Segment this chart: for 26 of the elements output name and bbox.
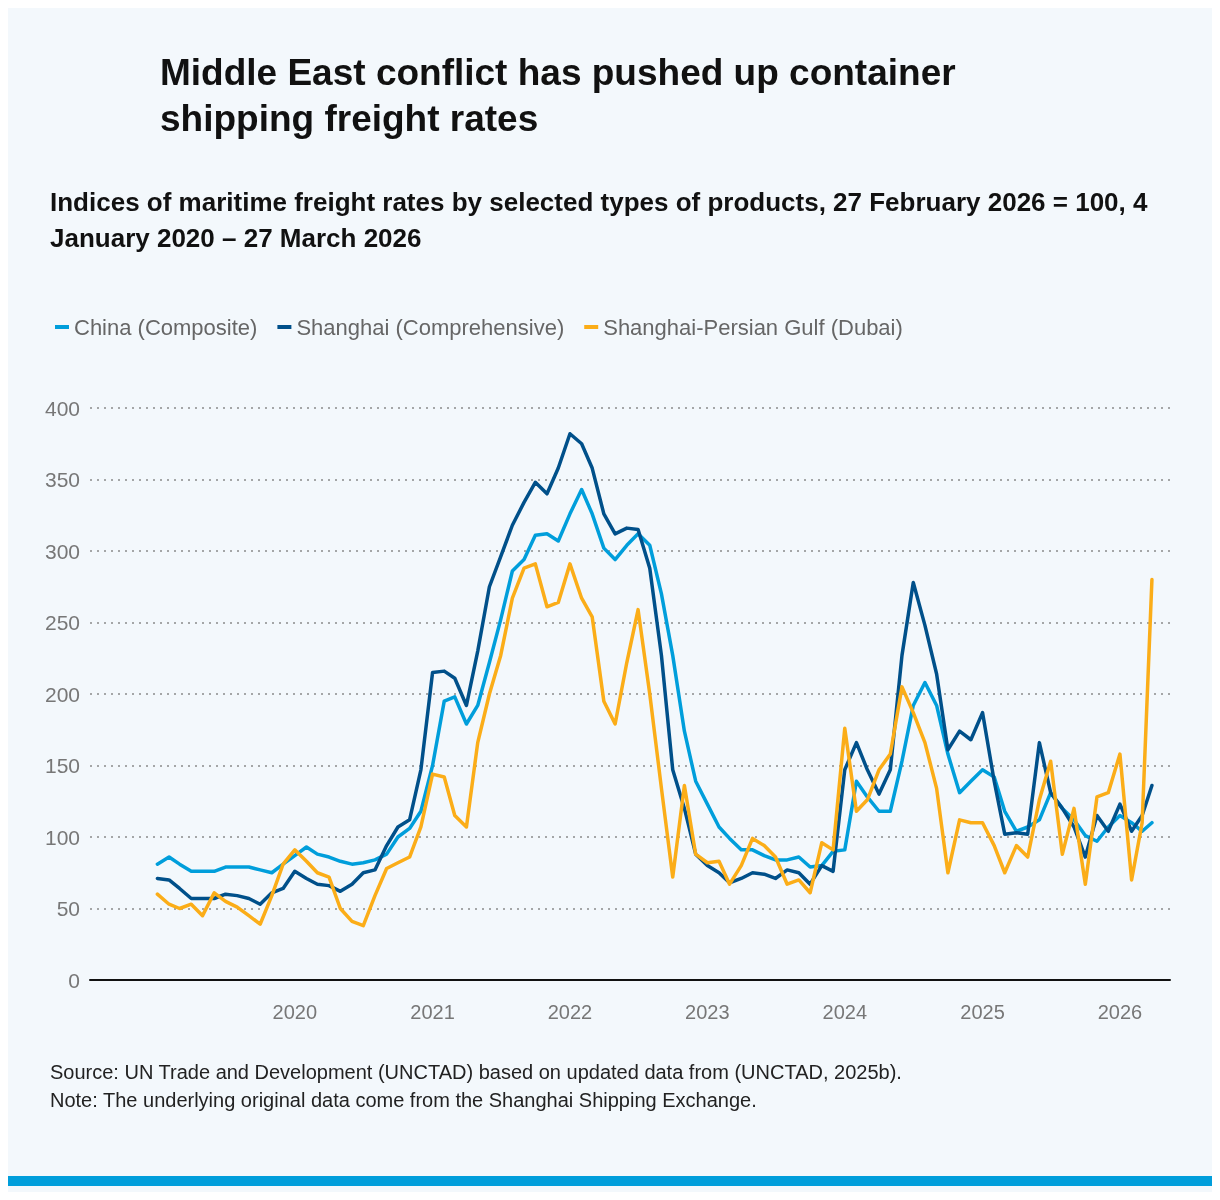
x-tick-label: 2021: [410, 1001, 455, 1023]
y-tick-label: 100: [44, 825, 80, 849]
y-tick-label: 200: [44, 682, 80, 706]
x-tick-label: 2023: [685, 1001, 730, 1023]
y-tick-label: 250: [44, 611, 80, 634]
y-tick-label: 50: [56, 897, 80, 920]
line-series: [155, 562, 1154, 928]
chart-subtitle: Indices of maritime freight rates by selected types of products, 27 February 2026 = 100, 4 January 2020 – 27 March 2026: [50, 186, 1149, 255]
x-tick-label: 2022: [547, 1001, 593, 1023]
legend-label: Shanghai (Comprehensive): [296, 314, 565, 340]
y-tick-label: 150: [44, 754, 80, 777]
x-tick-label: 2025: [960, 1001, 1005, 1023]
source-note: Source: UN Trade and Development (UNCTAD) based on updated data from (UNCTAD, 2025b).: [50, 1060, 903, 1085]
y-tick-label: 350: [44, 468, 80, 491]
chart-title: Middle East conflict has pushed up container shipping freight rates: [160, 51, 957, 141]
y-tick-label: 400: [44, 396, 80, 420]
line-series: [155, 487, 1154, 875]
legend-label: China (Composite): [74, 314, 258, 340]
y-tick-label: 0: [68, 968, 80, 992]
x-tick-label: 2020: [272, 1001, 318, 1023]
x-tick-label: 2026: [1097, 1001, 1143, 1023]
legend-label: Shanghai-Persian Gulf (Dubai): [603, 314, 903, 340]
line-series: [155, 431, 1154, 906]
text: Note: The underlying original data come from the Shanghai Shipping Exchange.: [50, 1088, 758, 1113]
x-tick-label: 2024: [822, 1001, 868, 1023]
y-tick-label: 300: [44, 539, 80, 563]
